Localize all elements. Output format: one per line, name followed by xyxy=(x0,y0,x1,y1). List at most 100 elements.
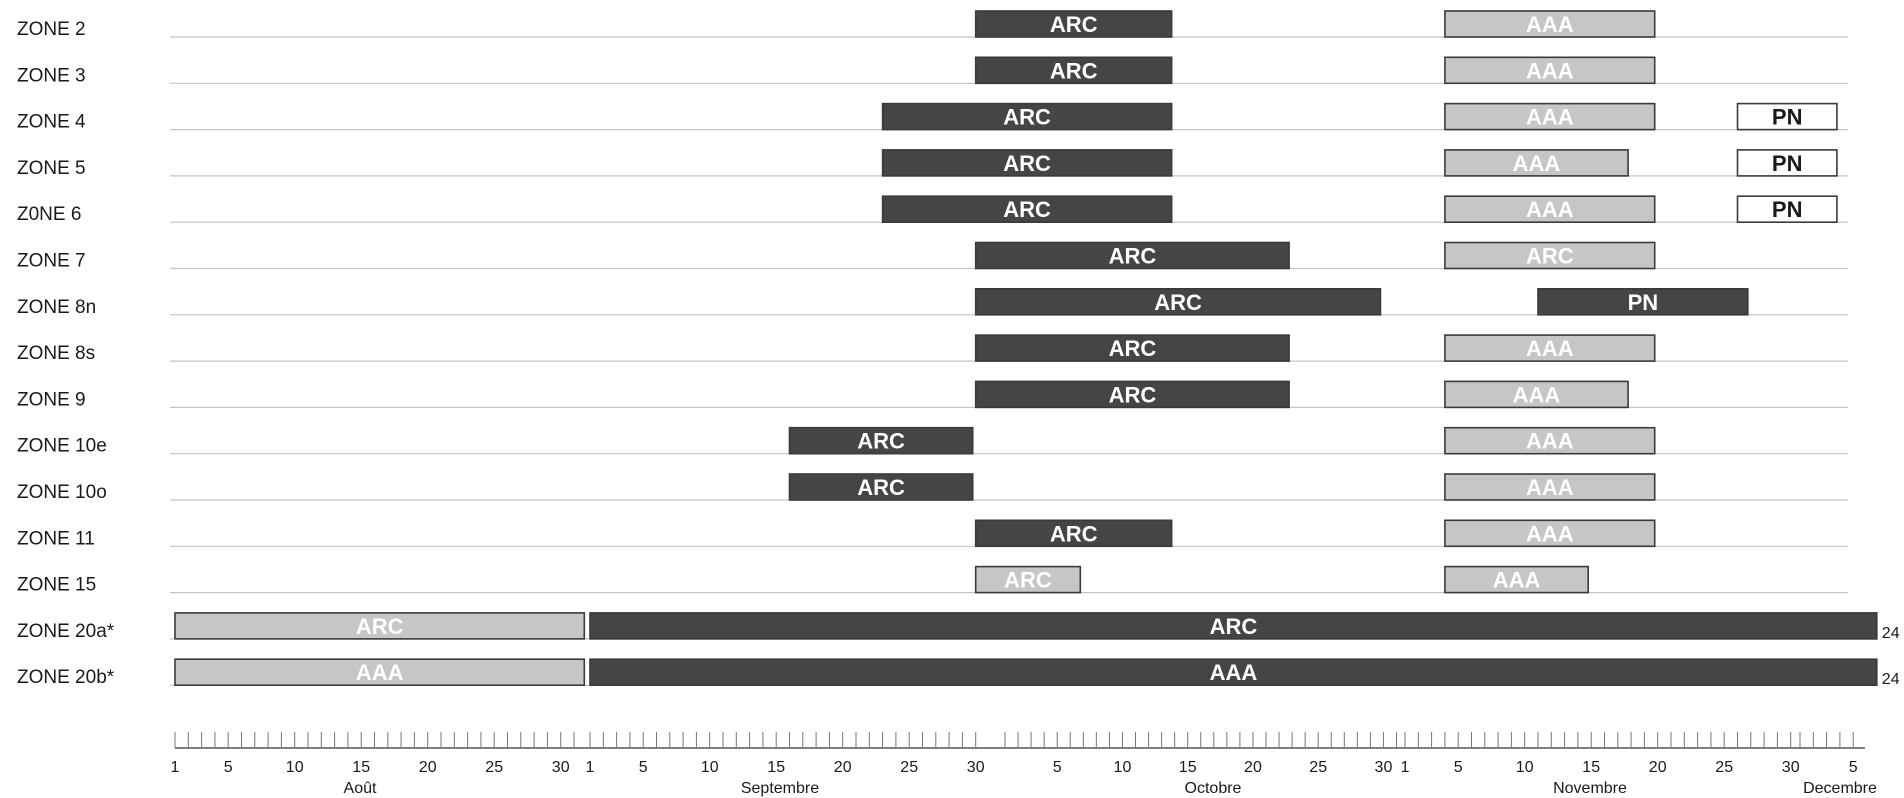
bar-arc xyxy=(881,195,1173,223)
axis-tick-label: 15 xyxy=(352,759,370,776)
bar-label: AAA xyxy=(356,660,404,685)
bar-aaa xyxy=(1444,380,1629,409)
bar-label: ARC xyxy=(356,614,404,639)
zone-label: ZONE 20b* xyxy=(17,667,115,688)
axis-month-label: Novembre xyxy=(1553,780,1627,797)
bar-pn xyxy=(1736,149,1838,177)
bar-aaa xyxy=(1444,102,1656,131)
bar-arc xyxy=(788,426,974,455)
bar-label: ARC xyxy=(1210,614,1258,639)
bar-pn xyxy=(1736,195,1838,223)
bar-aaa xyxy=(1444,149,1629,177)
zone-label: ZONE 10o xyxy=(17,482,107,503)
axis-tick-label: 25 xyxy=(1309,759,1327,776)
bar-arc xyxy=(974,10,1173,38)
bar-label: ARC xyxy=(1050,12,1098,37)
axis-tick-label: 25 xyxy=(485,759,503,776)
bar-label: PN xyxy=(1772,197,1803,222)
axis-tick-label: 10 xyxy=(1114,759,1132,776)
bar-arc xyxy=(974,380,1290,409)
zone-label: ZONE 15 xyxy=(17,575,96,596)
axis-tick-label: 20 xyxy=(419,759,437,776)
axis-month-label: Août xyxy=(344,780,377,797)
bar-end-note: 24 xyxy=(1882,625,1900,642)
bar-pn xyxy=(1537,287,1749,316)
axis-tick-label: 25 xyxy=(900,759,918,776)
axis-tick-label: 1 xyxy=(586,759,595,776)
bar-label: ARC xyxy=(1109,382,1157,407)
axis-tick-label: 10 xyxy=(701,759,719,776)
zone-labels: ZONE 2 ZONE 3 ZONE 4 ZONE 5 Z0NE 6 ZONE 7 ZONE… xyxy=(17,19,115,688)
bar-label: ARC xyxy=(1109,244,1157,269)
bar-label: PN xyxy=(1772,151,1803,176)
time-axis: 1 5 10 15 20 25 30 1 5 10 15 20 25 30 5 10 15 20 25 30 1 5 10 1… xyxy=(171,732,1877,797)
bar-arc xyxy=(974,565,1082,594)
axis-tick-label: 5 xyxy=(1454,759,1463,776)
bar-label: AAA xyxy=(1526,12,1574,37)
bar-arc xyxy=(881,149,1173,177)
bar-arc xyxy=(974,56,1173,85)
bar-arc xyxy=(881,102,1173,131)
bar-aaa xyxy=(1444,473,1656,501)
zone-label: ZONE 3 xyxy=(17,65,86,86)
bar-arc xyxy=(974,241,1290,270)
axis-tick-label: 30 xyxy=(967,759,985,776)
bar-label: ARC xyxy=(857,429,905,454)
zone-label: ZONE 8n xyxy=(17,297,96,318)
zone-label: ZONE 9 xyxy=(17,389,86,410)
bar-label: AAA xyxy=(1513,382,1561,407)
axis-tick-label: 1 xyxy=(171,759,180,776)
bar-label: ARC xyxy=(1004,568,1052,593)
bar-label: AAA xyxy=(1526,429,1574,454)
bar-arc xyxy=(974,287,1382,316)
bar-label: ARC xyxy=(1526,244,1574,269)
bar-label: ARC xyxy=(857,475,905,500)
bar-label: ARC xyxy=(1050,58,1098,83)
bar-aaa xyxy=(1444,519,1656,548)
bar-label: AAA xyxy=(1493,568,1541,593)
bars: ARC AAA ARC AAA ARC AAA PN ARC AAA PN ARC AAA PN ARC A… xyxy=(174,10,1900,688)
bar-label: AAA xyxy=(1526,197,1574,222)
bar-label: PN xyxy=(1772,105,1803,130)
bar-pn xyxy=(1736,102,1838,131)
bar-end-note: 24 xyxy=(1882,671,1900,688)
bar-aaa xyxy=(589,658,1878,687)
axis-month-label: Decembre xyxy=(1803,780,1877,797)
bar-arc xyxy=(788,473,974,501)
bar-label: AAA xyxy=(1526,58,1574,83)
axis-tick-label: 30 xyxy=(1375,759,1393,776)
axis-tick-label: 5 xyxy=(224,759,233,776)
zone-label: ZONE 2 xyxy=(17,19,86,40)
axis-tick-label: 1 xyxy=(1401,759,1410,776)
zone-label: ZONE 8s xyxy=(17,343,95,364)
axis-tick-label: 25 xyxy=(1715,759,1733,776)
bar-aaa xyxy=(1444,334,1656,362)
bar-label: ARC xyxy=(1003,151,1051,176)
bar-aaa xyxy=(1444,56,1656,85)
zone-label: ZONE 11 xyxy=(17,528,95,549)
axis-tick-label: 15 xyxy=(767,759,785,776)
bar-arc xyxy=(974,519,1173,548)
bar-label: AAA xyxy=(1210,660,1258,685)
bar-aaa xyxy=(174,658,586,687)
bar-aaa xyxy=(1444,426,1656,455)
axis-tick-label: 10 xyxy=(1516,759,1534,776)
bar-aaa xyxy=(1444,10,1656,38)
zone-label: ZONE 20a* xyxy=(17,621,115,642)
axis-tick-label: 10 xyxy=(286,759,304,776)
axis-tick-label: 15 xyxy=(1179,759,1197,776)
bar-label: AAA xyxy=(1526,105,1574,130)
bar-arc xyxy=(174,612,586,640)
zone-label: ZONE 4 xyxy=(17,112,86,133)
bar-label: AAA xyxy=(1526,336,1574,361)
axis-tick-label: 5 xyxy=(639,759,648,776)
bar-label: ARC xyxy=(1109,336,1157,361)
zone-label: ZONE 10e xyxy=(17,436,107,457)
zone-label: ZONE 7 xyxy=(17,251,86,272)
bar-arc xyxy=(974,334,1290,362)
bar-label: AAA xyxy=(1513,151,1561,176)
zone-label: Z0NE 6 xyxy=(17,204,81,225)
zone-label: ZONE 5 xyxy=(17,158,86,179)
bar-arc xyxy=(1444,241,1656,270)
